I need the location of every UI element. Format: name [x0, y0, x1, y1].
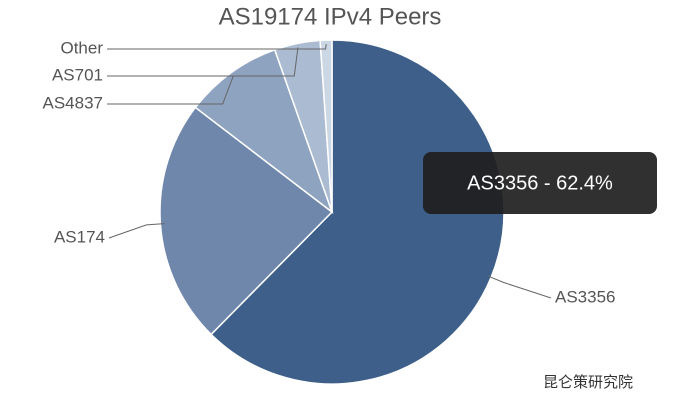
- pie-slice: [319, 39, 333, 213]
- connector: [108, 223, 165, 239]
- pie-slice: [194, 48, 334, 215]
- slice-label: AS4837: [43, 93, 104, 112]
- labels: AS3356 AS174 AS4837 AS701 Other: [43, 38, 616, 306]
- connector: [487, 275, 552, 299]
- slice-label: AS701: [52, 65, 103, 84]
- slice-label: AS3356: [555, 287, 616, 306]
- tooltip-box: [423, 152, 657, 214]
- watermark: 昆仑策研究院: [543, 373, 633, 391]
- connector: [107, 44, 327, 50]
- connector: [107, 47, 299, 77]
- slice-label: Other: [60, 38, 103, 57]
- chart-title: AS19174 IPv4 Peers: [219, 3, 442, 30]
- slice-label: AS174: [54, 227, 105, 246]
- pie: [159, 39, 505, 385]
- tooltip: AS3356 - 62.4%: [423, 152, 657, 214]
- tooltip-text: AS3356 - 62.4%: [467, 172, 613, 194]
- connector: [107, 75, 234, 105]
